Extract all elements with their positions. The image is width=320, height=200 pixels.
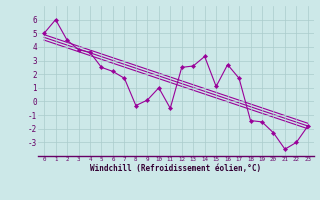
X-axis label: Windchill (Refroidissement éolien,°C): Windchill (Refroidissement éolien,°C)	[91, 164, 261, 173]
